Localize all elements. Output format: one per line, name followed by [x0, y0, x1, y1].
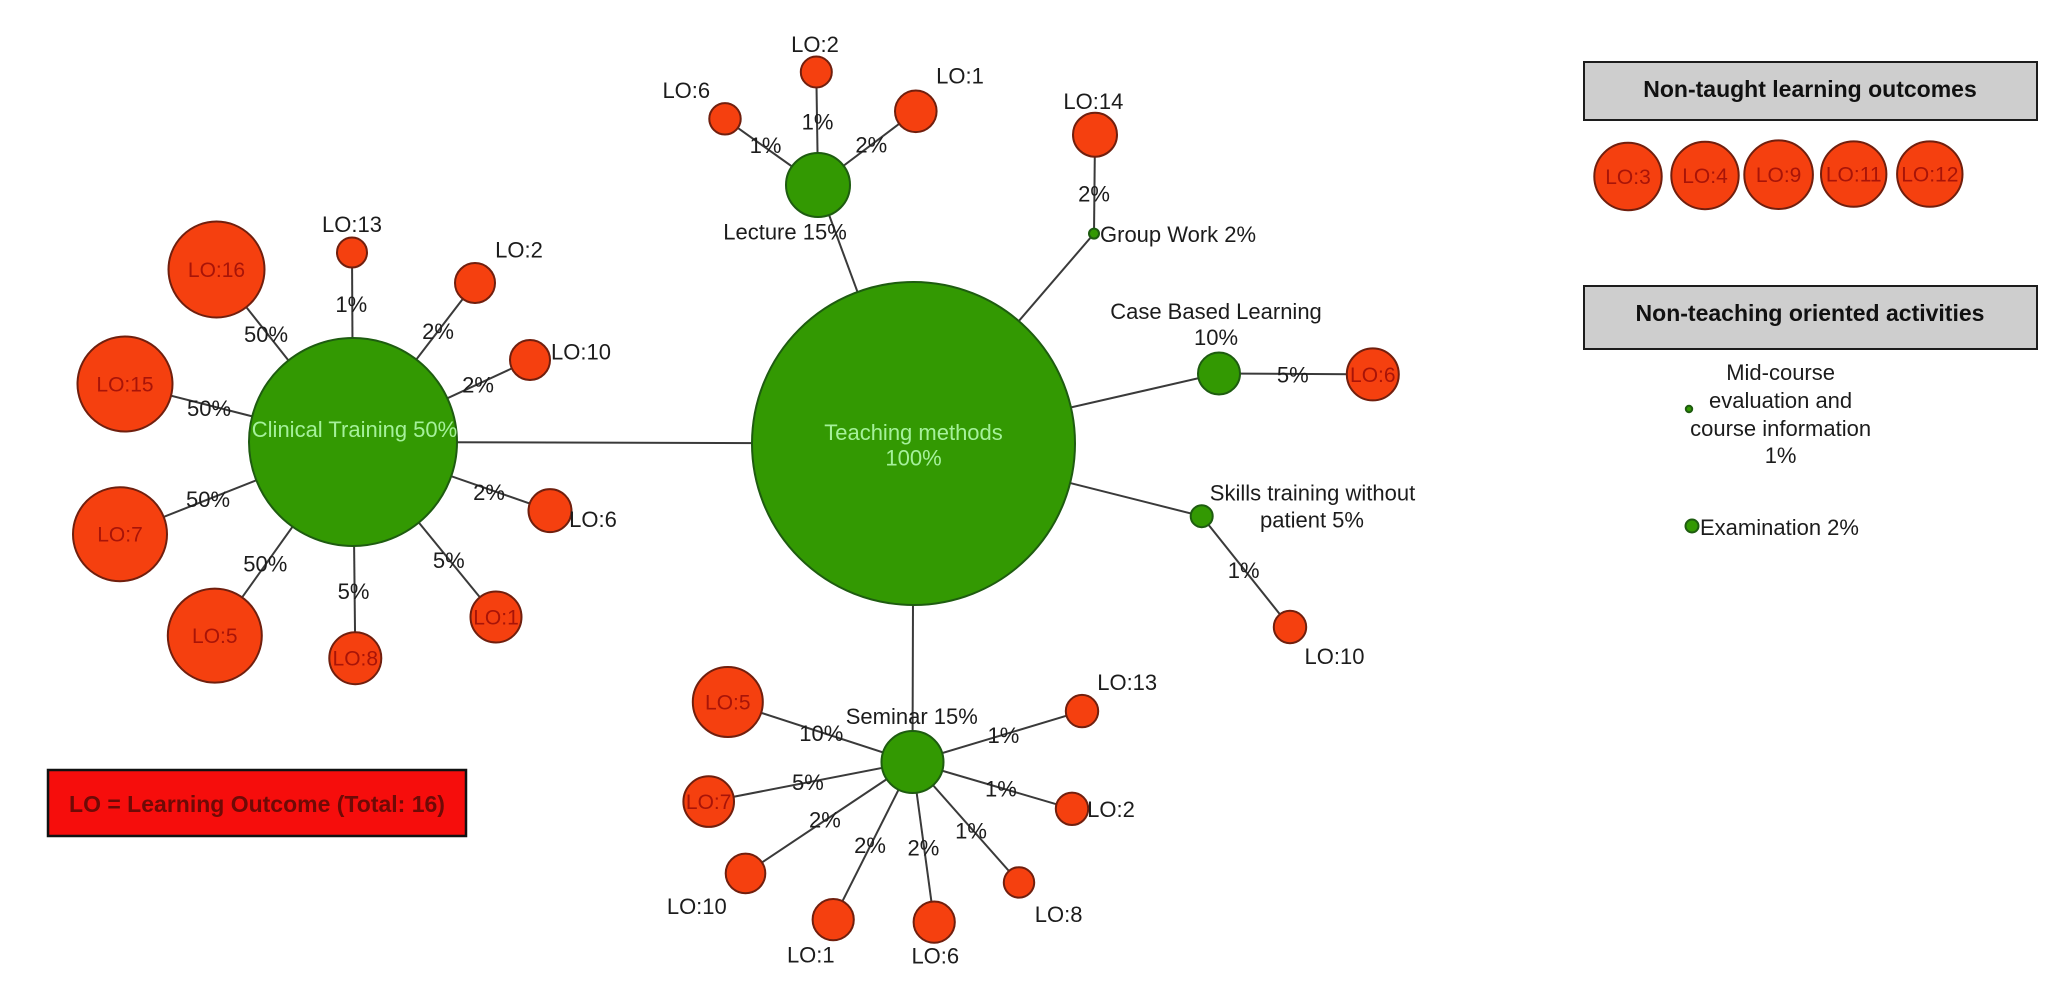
svg-text:LO:1: LO:1	[787, 943, 835, 968]
svg-text:LO:5: LO:5	[192, 625, 238, 648]
svg-text:course information: course information	[1690, 416, 1871, 441]
svg-text:1%: 1%	[1228, 558, 1260, 583]
svg-text:1%: 1%	[750, 133, 782, 158]
svg-text:Examination 2%: Examination 2%	[1700, 515, 1859, 540]
svg-text:2%: 2%	[473, 480, 505, 505]
svg-text:2%: 2%	[854, 833, 886, 858]
svg-text:50%: 50%	[186, 487, 230, 512]
svg-text:LO:6: LO:6	[662, 78, 710, 103]
svg-text:Lecture 15%: Lecture 15%	[723, 219, 847, 244]
svg-text:LO:1: LO:1	[936, 64, 984, 89]
svg-text:2%: 2%	[855, 132, 887, 157]
svg-text:Case Based Learning: Case Based Learning	[1110, 299, 1322, 324]
svg-text:2%: 2%	[809, 807, 841, 832]
svg-text:evaluation and: evaluation and	[1709, 388, 1852, 413]
svg-text:LO:8: LO:8	[1035, 902, 1083, 927]
svg-text:50%: 50%	[243, 551, 287, 576]
svg-text:100%: 100%	[885, 445, 941, 470]
svg-text:1%: 1%	[335, 292, 367, 317]
svg-text:LO:4: LO:4	[1682, 165, 1728, 188]
svg-text:1%: 1%	[1765, 443, 1797, 468]
svg-text:Seminar 15%: Seminar 15%	[846, 704, 978, 729]
svg-text:Non-taught learning outcomes: Non-taught learning outcomes	[1643, 76, 1977, 102]
svg-text:patient 5%: patient 5%	[1260, 508, 1364, 533]
svg-text:2%: 2%	[1078, 181, 1110, 206]
svg-text:1%: 1%	[955, 819, 987, 844]
svg-text:1%: 1%	[985, 777, 1017, 802]
svg-text:LO:14: LO:14	[1063, 89, 1123, 114]
svg-text:1%: 1%	[802, 109, 834, 134]
svg-text:Skills training without: Skills training without	[1210, 481, 1415, 506]
svg-text:LO:1: LO:1	[473, 607, 519, 630]
svg-text:10%: 10%	[1194, 325, 1238, 350]
svg-text:2%: 2%	[462, 372, 494, 397]
svg-text:LO:7: LO:7	[686, 791, 732, 814]
svg-text:LO:12: LO:12	[1901, 164, 1958, 187]
svg-text:LO:7: LO:7	[97, 524, 143, 547]
svg-text:Mid-course: Mid-course	[1726, 360, 1835, 385]
svg-text:Non-teaching oriented activiti: Non-teaching oriented activities	[1636, 300, 1985, 326]
svg-text:LO:15: LO:15	[96, 374, 153, 397]
svg-text:LO:8: LO:8	[333, 648, 379, 671]
svg-text:LO:2: LO:2	[791, 32, 839, 57]
svg-text:Group Work 2%: Group Work 2%	[1100, 222, 1256, 247]
svg-text:LO:6: LO:6	[569, 507, 617, 532]
svg-text:50%: 50%	[187, 396, 231, 421]
svg-text:1%: 1%	[988, 723, 1020, 748]
svg-text:5%: 5%	[792, 770, 824, 795]
svg-text:10%: 10%	[799, 721, 843, 746]
svg-text:LO:13: LO:13	[322, 212, 382, 237]
svg-text:LO:2: LO:2	[495, 237, 543, 262]
svg-text:50%: 50%	[244, 322, 288, 347]
svg-text:LO:10: LO:10	[667, 894, 727, 919]
svg-text:5%: 5%	[338, 579, 370, 604]
svg-text:Teaching methods: Teaching methods	[824, 420, 1003, 445]
svg-text:5%: 5%	[1277, 362, 1309, 387]
svg-text:LO:10: LO:10	[1305, 644, 1365, 669]
svg-text:LO:6: LO:6	[1350, 364, 1396, 387]
svg-text:Clinical Training 50%: Clinical Training 50%	[252, 417, 457, 442]
svg-text:LO:9: LO:9	[1756, 164, 1802, 187]
svg-text:LO:16: LO:16	[188, 259, 245, 282]
svg-text:LO = Learning Outcome (Total:: LO = Learning Outcome (Total: 16)	[69, 791, 445, 817]
svg-text:LO:10: LO:10	[551, 340, 611, 365]
svg-text:2%: 2%	[422, 319, 454, 344]
svg-text:5%: 5%	[433, 548, 465, 573]
svg-text:2%: 2%	[908, 835, 940, 860]
svg-text:LO:6: LO:6	[911, 944, 959, 969]
svg-text:LO:2: LO:2	[1087, 797, 1135, 822]
svg-text:LO:3: LO:3	[1605, 166, 1651, 189]
svg-text:LO:5: LO:5	[705, 692, 751, 715]
svg-text:LO:11: LO:11	[1826, 164, 1882, 187]
svg-text:LO:13: LO:13	[1097, 670, 1157, 695]
